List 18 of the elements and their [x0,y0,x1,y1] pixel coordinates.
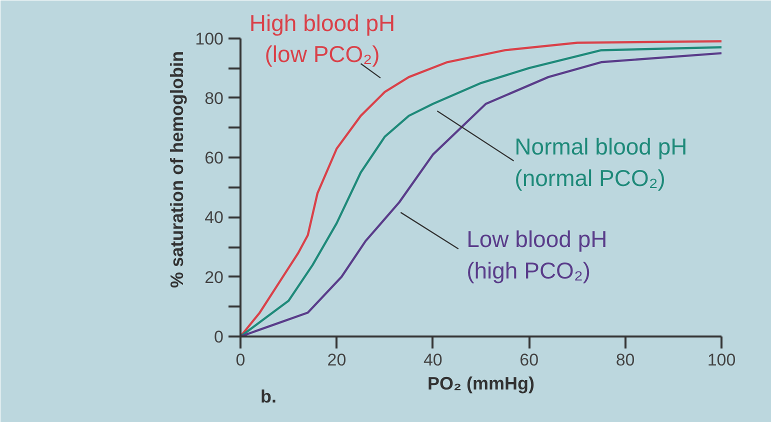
x-tick-label: 80 [616,350,635,370]
y-tick-label: 80 [204,88,224,108]
series-label: High blood pH (low PCO₂) [249,10,396,68]
x-tick-label: 60 [520,350,539,370]
x-tick-label: 40 [423,350,442,370]
text: Normal blood pH (normal PCO₂) [514,134,688,191]
y-tick-label: 20 [204,268,224,287]
y-tick-label: 100 [195,29,224,48]
x-tick-label: 100 [707,350,736,370]
x-axis-title: PO₂ (mmHg) [428,374,535,394]
y-tick-label: 60 [204,148,224,168]
x-tick-label: 0 [236,350,246,370]
y-tick-label: 0 [214,328,224,346]
y-axis-title: % saturation of hemoglobin [167,51,188,288]
x-tick-label: 20 [327,350,346,370]
y-tick-label: 40 [204,208,224,228]
text: Low blood pH (high PCO₂) [466,226,608,284]
text: b. [260,386,276,406]
